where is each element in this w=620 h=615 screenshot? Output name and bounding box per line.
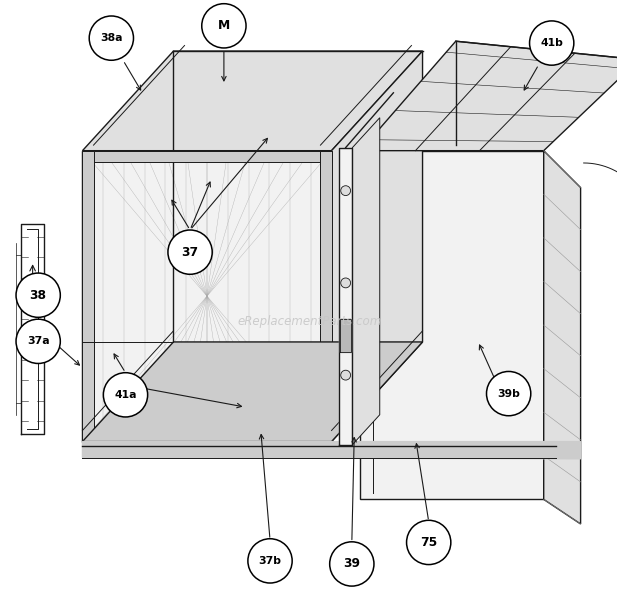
Circle shape [89, 16, 133, 60]
Text: 41a: 41a [114, 390, 137, 400]
Text: 38a: 38a [100, 33, 123, 43]
Circle shape [248, 539, 292, 583]
Polygon shape [360, 41, 620, 151]
Polygon shape [82, 151, 332, 442]
Circle shape [487, 371, 531, 416]
Circle shape [407, 520, 451, 565]
Polygon shape [321, 151, 332, 442]
Polygon shape [82, 442, 580, 459]
Text: 75: 75 [420, 536, 437, 549]
Text: 39b: 39b [497, 389, 520, 399]
Text: 39: 39 [343, 557, 360, 571]
Polygon shape [340, 319, 351, 352]
Text: 37a: 37a [27, 336, 50, 346]
Polygon shape [544, 151, 580, 524]
Text: eReplacementParts.com: eReplacementParts.com [238, 314, 382, 328]
Polygon shape [82, 430, 332, 442]
Polygon shape [82, 342, 423, 442]
Circle shape [202, 4, 246, 48]
Circle shape [341, 370, 350, 380]
Text: M: M [218, 19, 230, 33]
Circle shape [330, 542, 374, 586]
Polygon shape [360, 151, 544, 499]
Text: 37: 37 [182, 245, 198, 259]
Polygon shape [82, 51, 423, 151]
Circle shape [16, 273, 60, 317]
Polygon shape [339, 148, 352, 445]
Circle shape [16, 319, 60, 363]
Text: 41b: 41b [540, 38, 563, 48]
Circle shape [341, 186, 350, 196]
Polygon shape [82, 151, 94, 442]
Circle shape [168, 230, 212, 274]
Text: 38: 38 [30, 288, 46, 302]
Circle shape [341, 278, 350, 288]
Polygon shape [352, 117, 379, 445]
Text: 37b: 37b [259, 556, 281, 566]
Polygon shape [82, 151, 332, 162]
Circle shape [529, 21, 574, 65]
Polygon shape [332, 51, 423, 442]
Circle shape [104, 373, 148, 417]
